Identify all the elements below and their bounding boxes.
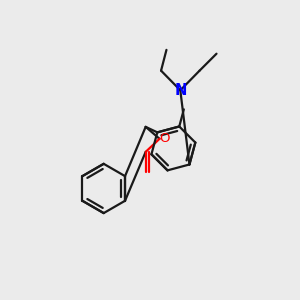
Text: O: O [160, 132, 170, 145]
Text: N: N [174, 83, 187, 98]
